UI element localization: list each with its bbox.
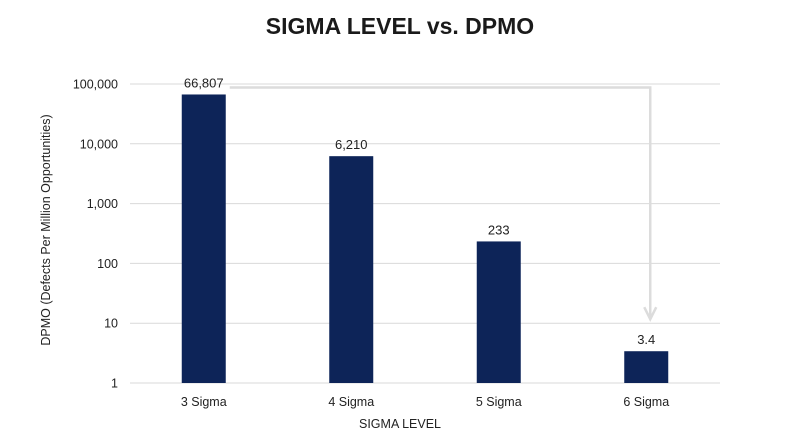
- data-label: 3.4: [637, 332, 655, 347]
- data-labels: 66,807 6,210 233 3.4: [184, 75, 655, 347]
- x-tick-label: 5 Sigma: [476, 395, 522, 409]
- arrow-line: [229, 86, 652, 320]
- bar-4-sigma: [329, 156, 374, 383]
- y-tick-label: 100: [97, 257, 118, 271]
- bar-6-sigma: [624, 351, 669, 383]
- arrow-annotation: [229, 86, 658, 323]
- x-axis-ticks: 3 Sigma 4 Sigma 5 Sigma 6 Sigma: [181, 395, 669, 409]
- y-axis-title: DPMO (Defects Per Million Opportunities): [39, 114, 53, 345]
- y-tick-label: 1: [111, 377, 118, 391]
- y-axis-ticks: 1 10 100 1,000 10,000 100,000: [73, 78, 118, 391]
- x-tick-label: 3 Sigma: [181, 395, 227, 409]
- y-tick-label: 10,000: [80, 137, 118, 151]
- x-tick-label: 4 Sigma: [328, 395, 374, 409]
- x-tick-label: 6 Sigma: [623, 395, 669, 409]
- x-axis-title: SIGMA LEVEL: [359, 417, 441, 431]
- data-label: 66,807: [184, 75, 224, 90]
- data-label: 6,210: [335, 137, 368, 152]
- y-tick-label: 1,000: [87, 197, 118, 211]
- y-tick-label: 10: [104, 317, 118, 331]
- chart-title: SIGMA LEVEL vs. DPMO: [266, 13, 534, 39]
- bar-5-sigma: [476, 241, 521, 383]
- bars: [181, 94, 669, 383]
- y-tick-label: 100,000: [73, 78, 118, 92]
- gridlines: [130, 83, 720, 384]
- data-label: 233: [488, 222, 510, 237]
- arrow-head-icon: [643, 306, 658, 323]
- bar-3-sigma: [181, 94, 226, 383]
